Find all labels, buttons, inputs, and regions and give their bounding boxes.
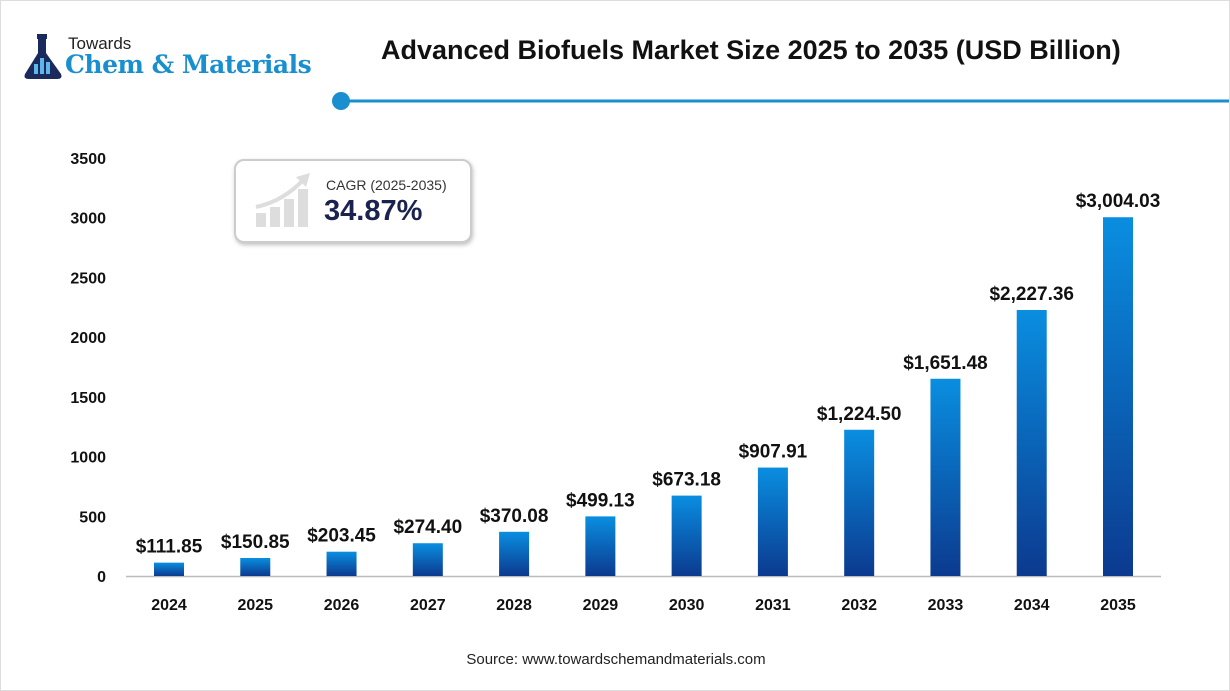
x-tick-label: 2034 bbox=[1014, 597, 1050, 614]
bar-2033 bbox=[930, 378, 961, 576]
data-label: $203.45 bbox=[307, 526, 376, 547]
data-label: $907.91 bbox=[739, 442, 808, 463]
y-tick-label: 3000 bbox=[70, 211, 106, 228]
bar-2024 bbox=[154, 562, 184, 576]
x-tick-label: 2029 bbox=[583, 597, 619, 614]
bar-2025 bbox=[240, 557, 271, 576]
y-tick-label: 3500 bbox=[70, 151, 106, 168]
y-tick-label: 0 bbox=[97, 569, 106, 586]
y-tick-label: 2000 bbox=[70, 330, 106, 347]
x-tick-label: 2031 bbox=[755, 597, 791, 614]
data-label: $3,004.03 bbox=[1076, 191, 1161, 212]
x-tick-label: 2028 bbox=[496, 597, 532, 614]
cagr-value: 34.87% bbox=[324, 195, 423, 227]
y-tick-label: 500 bbox=[79, 509, 106, 526]
x-tick-label: 2025 bbox=[237, 597, 273, 614]
bar-2027 bbox=[412, 543, 443, 576]
cagr-box: CAGR (2025-2035) 34.87% bbox=[234, 159, 472, 243]
data-label: $1,224.50 bbox=[817, 404, 902, 425]
bar-2029 bbox=[585, 516, 616, 576]
logo-text-brand: Chem & Materials bbox=[65, 50, 312, 79]
data-label: $673.18 bbox=[652, 470, 721, 491]
x-tick-label: 2026 bbox=[324, 597, 360, 614]
x-tick-label: 2035 bbox=[1100, 597, 1136, 614]
y-tick-label: 2500 bbox=[70, 270, 106, 287]
data-label: $111.85 bbox=[136, 537, 203, 558]
data-label: $370.08 bbox=[480, 506, 549, 527]
x-tick-label: 2024 bbox=[151, 597, 187, 614]
bar-2032 bbox=[844, 429, 875, 576]
title-accent-line bbox=[332, 92, 1229, 110]
logo-flask-icon bbox=[24, 34, 62, 79]
data-label: $499.13 bbox=[566, 490, 635, 511]
x-tick-label: 2032 bbox=[841, 597, 877, 614]
bar-2030 bbox=[671, 495, 702, 576]
x-tick-label: 2033 bbox=[928, 597, 964, 614]
data-label: $1,651.48 bbox=[903, 353, 988, 374]
x-tick-label: 2030 bbox=[669, 597, 705, 614]
y-tick-label: 1000 bbox=[70, 450, 106, 467]
chart-title: Advanced Biofuels Market Size 2025 to 20… bbox=[381, 35, 1121, 65]
logo-text-towards: Towards bbox=[68, 34, 132, 53]
growth-chart-icon bbox=[255, 173, 310, 227]
y-tick-label: 1500 bbox=[70, 390, 106, 407]
bar-2028 bbox=[499, 531, 530, 576]
cagr-label: CAGR (2025-2035) bbox=[326, 177, 447, 193]
bar-2034 bbox=[1016, 309, 1047, 576]
data-label: $274.40 bbox=[393, 517, 462, 538]
data-label: $2,227.36 bbox=[989, 284, 1074, 305]
bar-2035 bbox=[1103, 217, 1133, 577]
source-text: Source: www.towardschemandmaterials.com bbox=[466, 651, 766, 668]
bar-2031 bbox=[757, 467, 788, 576]
x-tick-label: 2027 bbox=[410, 597, 446, 614]
data-label: $150.85 bbox=[221, 532, 290, 553]
bar-2026 bbox=[326, 551, 357, 576]
